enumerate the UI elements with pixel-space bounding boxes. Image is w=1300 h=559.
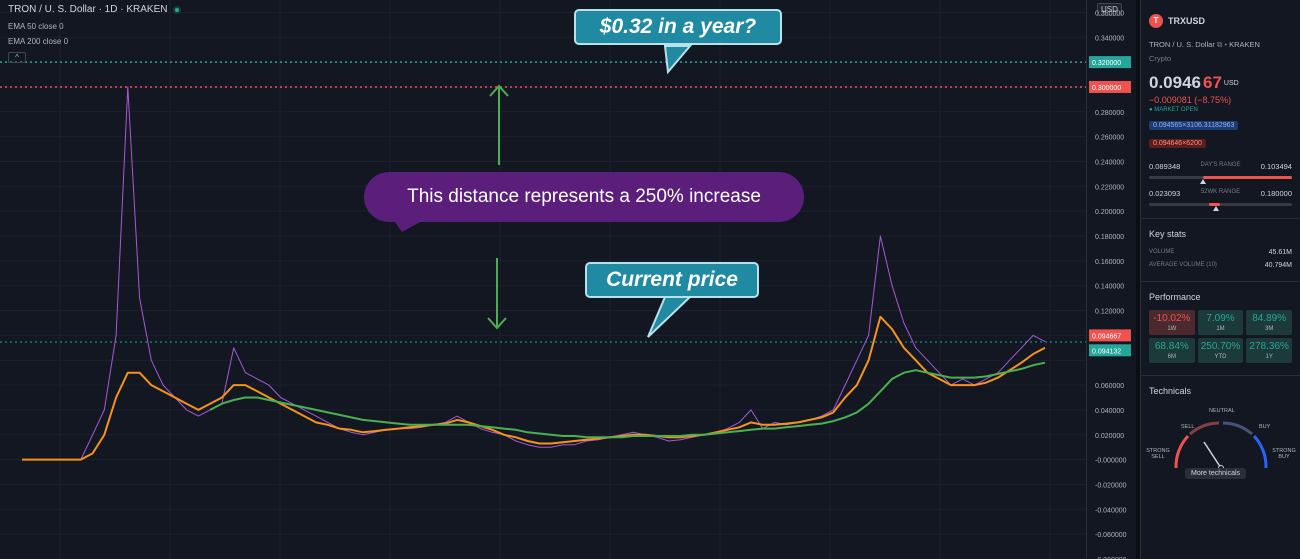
performance-title: Performance — [1149, 292, 1201, 302]
currency-button[interactable]: USD — [1097, 3, 1122, 16]
days-range-bar — [1149, 176, 1292, 184]
market-status-icon — [173, 5, 182, 14]
price-tick-label: 0.120000 — [1095, 309, 1124, 316]
gauge-sell-label: SELL — [1181, 424, 1195, 430]
price-axis-labels: 0.360000 0.340000 0.280000 0.260000 0.240000… — [1089, 10, 1131, 559]
collapse-legend-button[interactable]: ^ — [8, 52, 26, 63]
price-tick-label: 0.140000 — [1095, 284, 1124, 291]
asset-type: Crypto — [1149, 54, 1172, 63]
ask-tag: 0.094646×6200 — [1149, 139, 1206, 148]
performance-cell-1w: -10.02% 1W — [1149, 310, 1195, 335]
price-label-box — [1089, 329, 1131, 342]
price-tick-label: 0.060000 — [1095, 383, 1124, 390]
avg-volume-row: AVERAGE VOLUME (10) 40.794M — [1149, 262, 1292, 269]
performance-cell-1m: 7.09% 1M — [1197, 310, 1244, 335]
price-label-box — [1089, 80, 1131, 93]
volume-row: VOLUME 45.61M — [1149, 249, 1292, 256]
price-tick-label: 0.200000 — [1095, 209, 1124, 216]
technicals-gauge: NEUTRAL SELL BUY STRONG SELL STRONG BUY … — [1141, 396, 1300, 486]
exchange-name[interactable]: KRAKEN — [1229, 40, 1260, 49]
series-line — [209, 361, 1046, 439]
price-tick-label: -0.020000 — [1095, 482, 1127, 489]
series-line — [22, 315, 1046, 461]
wk52-range-bar — [1149, 203, 1292, 211]
external-link-icon[interactable]: ⧉ — [1216, 40, 1223, 49]
price-label: 0.320000 — [1092, 60, 1121, 67]
chart-area[interactable]: TRON / U. S. Dollar · 1D · KRAKEN EMA 50… — [0, 0, 1086, 559]
more-technicals-button[interactable]: More technicals — [1185, 468, 1247, 479]
price-tick-label: -0.040000 — [1095, 507, 1127, 514]
gauge-icon — [1174, 421, 1268, 471]
last-price: 0.0946 67 USD — [1149, 73, 1239, 92]
ema50-legend[interactable]: EMA 50 close 0 — [8, 22, 64, 31]
price-label-box — [1089, 344, 1131, 357]
symbol-title[interactable]: TRON / U. S. Dollar · 1D · KRAKEN — [8, 4, 168, 15]
price-label-box — [1089, 56, 1131, 69]
price-chart[interactable] — [0, 0, 1086, 559]
price-tick-label: 0.220000 — [1095, 184, 1124, 191]
performance-grid: -10.02% 1W 7.09% 1M 84.89% 3M 68.84% 6M 250.70% Y… — [1141, 302, 1300, 363]
ema200-legend[interactable]: EMA 200 close 0 — [8, 37, 69, 46]
price-tick-label: -0.080000 — [1095, 557, 1127, 559]
price-tick-label: 0.240000 — [1095, 159, 1124, 166]
price-tick-label: 0.280000 — [1095, 110, 1124, 117]
performance-cell-1y: 278.36% 1Y — [1246, 338, 1292, 363]
symbol-details-panel: T TRXUSD TRON / U. S. Dollar ⧉ • KRAKEN … — [1140, 0, 1300, 559]
gauge-neutral-label: NEUTRAL — [1209, 408, 1235, 414]
days-range: 0.089348 DAY'S RANGE 0.103494 — [1149, 162, 1292, 171]
price-tick-label: 0.040000 — [1095, 408, 1124, 415]
performance-cell-3m: 84.89% 3M — [1246, 310, 1292, 335]
callout-tail-current — [647, 296, 693, 338]
callout-tail-top — [663, 45, 693, 75]
callout-target: $0.32 in a year? — [574, 9, 782, 45]
arrow-up-icon — [489, 84, 509, 165]
price-change: −0.009081 (−8.75%) — [1149, 95, 1232, 105]
gauge-buy-label: BUY — [1259, 424, 1271, 430]
price-tick-label: 0.180000 — [1095, 234, 1124, 241]
performance-cell-6m: 68.84% 6M — [1149, 338, 1195, 363]
callout-current-price: Current price — [585, 262, 759, 298]
bid-tag: 0.094565×3106.31182963 — [1149, 121, 1239, 130]
price-tick-label: 0.340000 — [1095, 35, 1124, 42]
price-tick-label: -0.060000 — [1095, 532, 1127, 539]
price-tick-label: 0.160000 — [1095, 259, 1124, 266]
key-stats-title: Key stats — [1149, 229, 1187, 239]
callout-distance: This distance represents a 250% increase — [364, 172, 804, 222]
technicals-title[interactable]: Technicals — [1149, 386, 1192, 396]
symbol-name[interactable]: TRXUSD — [1168, 16, 1206, 26]
gauge-strong-sell-label: STRONG SELL — [1146, 448, 1170, 460]
price-axis[interactable]: USD 0.360000 0.340000 0.280000 0.260000 0.24… — [1086, 0, 1136, 559]
tron-logo-icon: T — [1149, 14, 1163, 28]
price-label: 0.300000 — [1092, 85, 1121, 92]
performance-cell-ytd: 250.70% YTD — [1197, 338, 1244, 363]
price-label: 0.094132 — [1092, 348, 1121, 355]
panel-divider[interactable] — [1136, 0, 1140, 559]
price-tick-label: 0.260000 — [1095, 135, 1124, 142]
price-tick-label: 0.360000 — [1095, 10, 1124, 17]
arrow-down-icon — [487, 258, 507, 330]
gauge-strong-buy-label: STRONG BUY — [1272, 448, 1296, 460]
price-tick-label: -0.000000 — [1095, 458, 1127, 465]
market-status: ● MARKET OPEN — [1149, 107, 1198, 113]
callout-tail-mid — [395, 222, 420, 232]
series-line — [22, 86, 1046, 461]
symbol-description: TRON / U. S. Dollar — [1149, 40, 1215, 49]
chart-legend: TRON / U. S. Dollar · 1D · KRAKEN EMA 50… — [8, 4, 182, 63]
price-label: 0.094667 — [1092, 333, 1121, 340]
price-tick-label: 0.020000 — [1095, 433, 1124, 440]
wk52-range: 0.023093 52WK RANGE 0.180000 — [1149, 189, 1292, 198]
